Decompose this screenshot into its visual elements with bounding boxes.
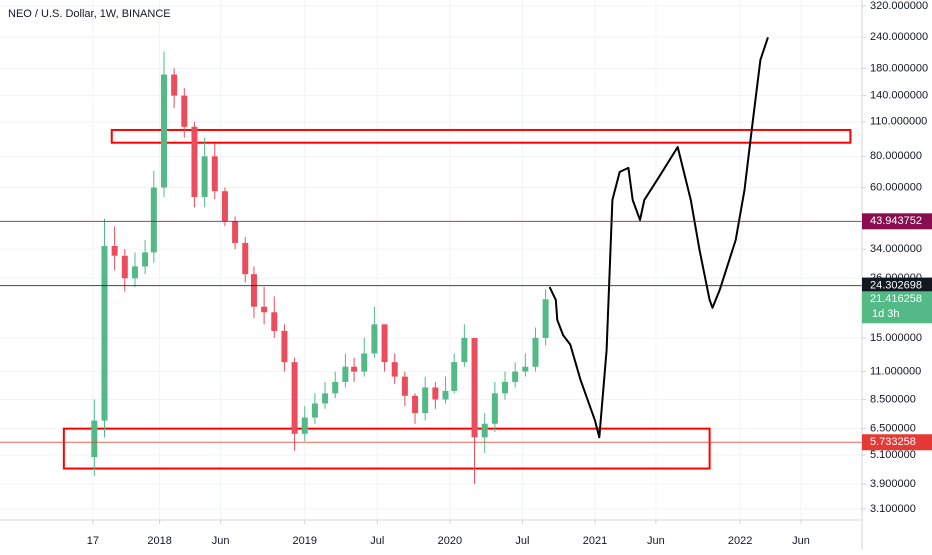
chart-title: NEO / U.S. Dollar, 1W, BINANCE xyxy=(8,8,171,20)
projection-drawing xyxy=(549,37,769,439)
y-tick-label: 320.000000 xyxy=(870,0,928,12)
x-tick-label: 2019 xyxy=(293,535,317,547)
y-tick-label: 240.000000 xyxy=(870,31,928,43)
y-tick-label: 3.900000 xyxy=(870,478,916,490)
last-price-bg xyxy=(862,291,932,324)
x-tick-label: Jun xyxy=(212,535,230,547)
candle-body xyxy=(232,221,239,243)
x-tick-label: 17 xyxy=(87,535,99,547)
candle-body xyxy=(301,417,308,434)
x-tick-label: 2020 xyxy=(438,535,462,547)
candle-body xyxy=(471,337,478,438)
candle-body xyxy=(491,393,498,424)
candle-body xyxy=(91,420,98,458)
price-label-bg xyxy=(862,277,932,294)
price-label-bg xyxy=(862,213,932,230)
candle-body xyxy=(160,74,167,188)
candle-body xyxy=(242,242,249,275)
y-tick-label: 180.000000 xyxy=(870,62,928,74)
candle-body xyxy=(502,381,509,394)
x-tick-label: 2021 xyxy=(583,535,607,547)
candle-body xyxy=(101,246,108,421)
overlay xyxy=(0,37,862,443)
candle-body xyxy=(121,255,128,279)
x-tick-label: 2022 xyxy=(728,535,752,547)
y-tick-label: 6.500000 xyxy=(870,423,916,435)
candle-body xyxy=(250,274,257,307)
price-label: 24.302698 xyxy=(870,279,922,291)
candle-body xyxy=(111,246,118,256)
candle-body xyxy=(371,324,378,354)
candle-body xyxy=(461,337,468,363)
candle-body xyxy=(412,395,419,414)
candle-body xyxy=(361,353,368,372)
shapes xyxy=(62,128,852,470)
price-label: 5.733258 xyxy=(870,436,916,448)
y-tick-label: 140.000000 xyxy=(870,90,928,102)
price-label: 43.943752 xyxy=(870,215,922,227)
candle-body xyxy=(191,126,198,197)
candle-body xyxy=(401,376,408,396)
zone-box xyxy=(110,128,852,144)
candle-body xyxy=(332,381,339,394)
candle-body xyxy=(201,156,208,197)
y-tick-label: 15.000000 xyxy=(870,332,922,344)
y-tick-label: 34.000000 xyxy=(870,243,922,255)
last-price-label: 21.416258 xyxy=(870,293,922,305)
candle-body xyxy=(451,362,458,391)
candle-body xyxy=(522,366,529,372)
y-tick-label: 80.000000 xyxy=(870,150,922,162)
y-tick-label: 5.100000 xyxy=(870,449,916,461)
candle-body xyxy=(261,306,268,313)
candle-body xyxy=(422,387,429,414)
candle-body xyxy=(221,191,228,222)
zone-box xyxy=(62,427,711,470)
candle-body xyxy=(131,266,138,279)
candle-body xyxy=(542,299,549,338)
x-tick-label: Jul xyxy=(370,535,384,547)
candle-body xyxy=(181,95,188,127)
candle-body xyxy=(150,187,157,253)
candle-body xyxy=(271,312,278,331)
candle-body xyxy=(532,337,539,367)
y-tick-label: 110.000000 xyxy=(870,116,927,128)
y-tick-label: 3.100000 xyxy=(870,503,916,515)
candle-body xyxy=(211,156,218,192)
candle-body xyxy=(342,366,349,382)
candle-body xyxy=(142,252,149,267)
candle-body xyxy=(351,366,358,372)
y-tick-label: 8.500000 xyxy=(870,393,916,405)
candle-body xyxy=(432,387,439,400)
x-tick-label: Jul xyxy=(515,535,529,547)
x-tick-label: Jun xyxy=(647,535,665,547)
candle-body xyxy=(381,324,388,363)
countdown-label: 1d 3h xyxy=(872,308,900,320)
candle-body xyxy=(322,393,329,404)
y-tick-label: 60.000000 xyxy=(870,181,922,193)
candle-body xyxy=(391,362,398,377)
candles xyxy=(91,51,549,485)
x-tick-label: Jun xyxy=(792,535,810,547)
candle-body xyxy=(281,330,288,363)
candle-body xyxy=(481,423,488,438)
axes: 320.000000 240.000000 180.000000 140.000000… xyxy=(87,0,932,547)
candle-body xyxy=(291,362,298,434)
y-tick-label: 11.000000 xyxy=(870,365,921,377)
x-tick-label: 2018 xyxy=(147,535,171,547)
price-label-bg xyxy=(862,434,932,451)
candle-body xyxy=(442,390,449,400)
candle-body xyxy=(311,403,318,418)
candle-body xyxy=(512,371,519,382)
candle-body xyxy=(171,74,178,96)
